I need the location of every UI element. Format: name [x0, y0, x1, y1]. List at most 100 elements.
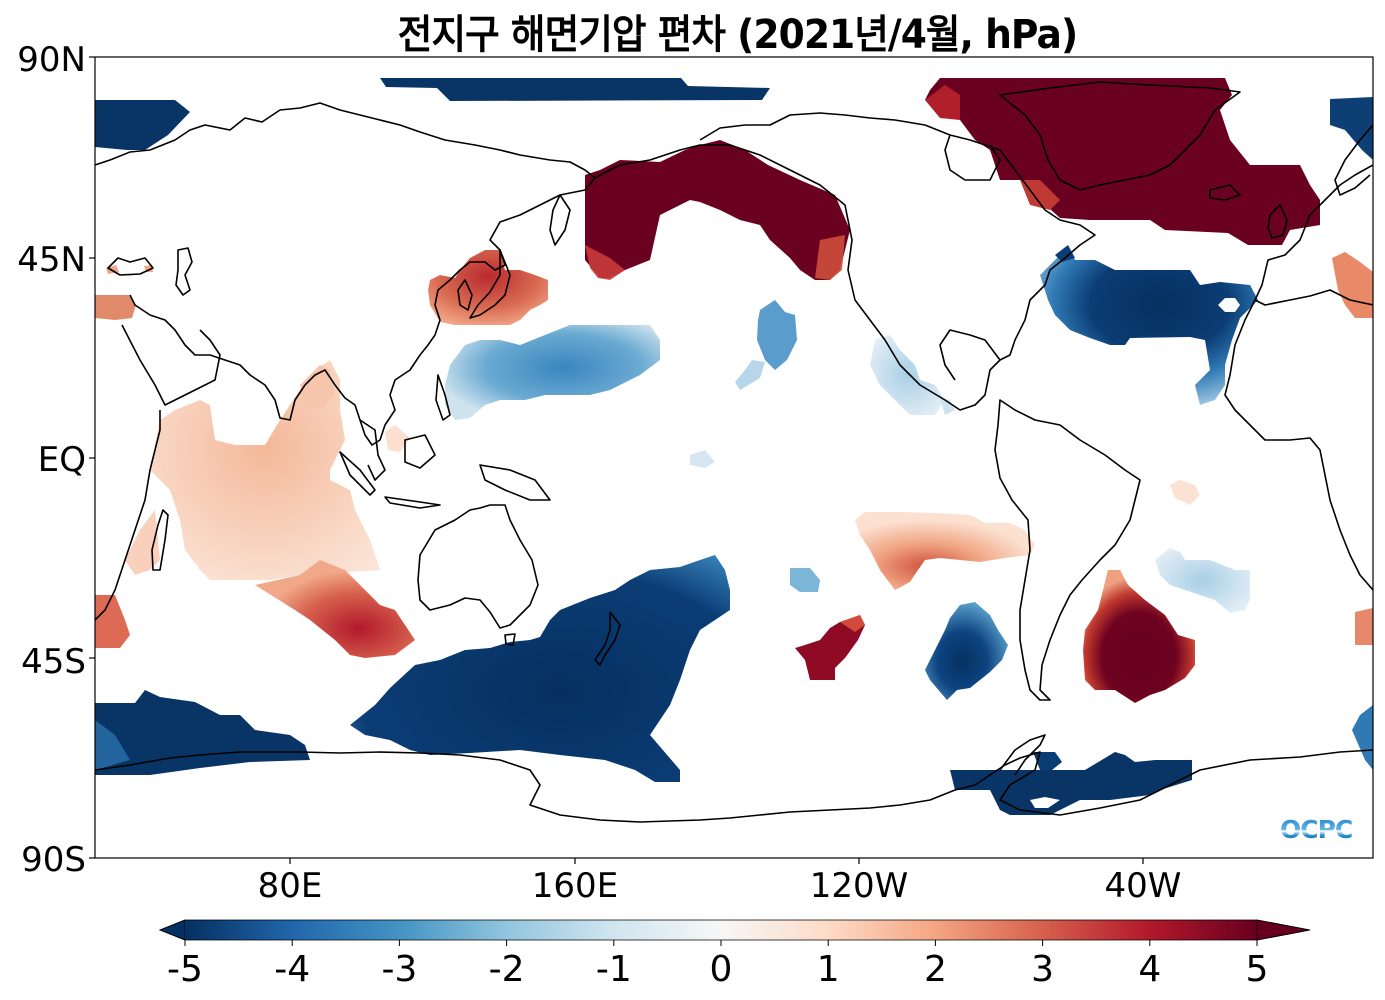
x-tick-label-40w: 40W — [1104, 866, 1182, 906]
coastline-hudson-bay — [944, 134, 1001, 181]
anomaly-sw-indian-edge — [95, 595, 130, 648]
anomaly-nw-pacific — [445, 325, 660, 420]
anomaly-south-pacific-small-neg — [790, 568, 820, 592]
anomaly-canary-hole — [1218, 298, 1240, 312]
colorbar-tick-label: -3 — [381, 949, 418, 990]
colorbar-tick-label: -5 — [167, 949, 203, 990]
y-ticks — [89, 56, 95, 859]
anomaly-azores — [1040, 250, 1258, 405]
coastline-europe — [1254, 164, 1373, 306]
colorbar — [158, 919, 1311, 946]
coastline-caspian — [175, 247, 193, 296]
anomaly-weddell-north — [1033, 752, 1062, 770]
colorbar-tick-label: -4 — [274, 949, 311, 990]
coastline-scandinavia — [1334, 124, 1373, 196]
anomaly-s-africa-edge-neg — [1352, 705, 1373, 770]
coastlines — [95, 81, 1373, 823]
anomaly-alaska-edge — [585, 245, 625, 280]
x-tick-label-120w: 120W — [809, 866, 909, 906]
colorbar-extend-min — [158, 919, 186, 941]
colorbar-tick-label: 4 — [1138, 949, 1162, 990]
anomaly-argentine-basin — [1083, 570, 1195, 703]
colorbar-tick-label: 2 — [923, 949, 947, 990]
coastline-gulf-of-mexico — [939, 329, 1001, 381]
x-tick-label-80e: 80E — [257, 866, 323, 906]
colorbar-tick-label: 3 — [1031, 949, 1055, 990]
anomaly-central-pacific-small — [690, 450, 715, 468]
anomaly-mexico-pacific — [870, 335, 945, 415]
anomaly-south-pacific-midlat-edge — [840, 615, 865, 632]
x-tick-label-160e: 160E — [531, 866, 619, 906]
anomaly-southern-ocean-indian-edge — [95, 720, 130, 770]
anomaly-canada-edge — [815, 235, 845, 280]
colorbar-ticks — [184, 940, 1258, 946]
anomaly-central-america — [940, 398, 955, 415]
ocpc-logo-text: OCPC — [1280, 815, 1352, 844]
anomaly-barents-right — [1330, 97, 1373, 160]
colorbar-tick-label: -1 — [595, 949, 632, 990]
anomaly-bay-of-bengal — [300, 365, 335, 410]
coastline-eurasia — [95, 102, 596, 446]
anomaly-arctic-siberia — [380, 78, 770, 101]
coastline-antarctica — [95, 749, 1373, 823]
y-tick-label-eq: EQ — [37, 440, 86, 480]
anomaly-turkey — [95, 295, 136, 320]
coastline-black-sea — [107, 257, 154, 276]
coastline-borneo — [404, 434, 436, 469]
coastline-japan — [469, 249, 511, 319]
coastline-greenland — [999, 81, 1241, 191]
anomaly-se-pacific — [925, 602, 1008, 700]
coastline-korea — [457, 279, 473, 311]
ocpc-logo: OCPC — [1280, 815, 1353, 844]
y-tick-label-45n: 45N — [17, 240, 86, 280]
anomaly-weddell — [950, 752, 1192, 815]
y-tick-label-45s: 45S — [21, 642, 86, 682]
coastline-africa-west — [1224, 299, 1373, 591]
coastline-madagascar — [151, 509, 169, 571]
coastline-new-guinea — [479, 464, 551, 501]
coastline-sumatra — [339, 451, 376, 496]
coastline-philippines — [435, 374, 451, 421]
anomaly-italy-balkans — [1332, 252, 1373, 318]
coastline-new-zealand — [594, 611, 621, 666]
coastline-north-america — [594, 112, 1096, 411]
x-ticks — [289, 858, 1144, 864]
anomaly-south-china-sea — [385, 425, 410, 452]
anomaly-japan-korea — [428, 250, 548, 325]
y-tick-label-90n: 90N — [17, 40, 86, 80]
colorbar-tick-label: 5 — [1245, 949, 1269, 990]
anomaly-ne-pacific-small — [757, 300, 797, 370]
anomaly-caribbean-light — [905, 367, 915, 372]
coastline-arabia — [121, 324, 221, 406]
coastline-antarctic-peninsula — [999, 734, 1046, 776]
coastline-indochina — [359, 419, 386, 481]
anomaly-layer — [95, 78, 1373, 815]
anomaly-south-atlantic-sub — [1155, 548, 1250, 613]
anomaly-weddell-hole — [1030, 797, 1060, 808]
colorbar-extend-max — [1256, 919, 1311, 941]
coastline-kamchatka — [549, 194, 571, 246]
anomaly-madagascar-channel — [125, 510, 160, 575]
y-tick-label-90s: 90S — [21, 840, 86, 880]
anomaly-sw-africa-edge — [1355, 608, 1373, 645]
colorbar-tick-label: -2 — [488, 949, 525, 990]
anomaly-ne-pacific-tail — [735, 360, 765, 390]
anomaly-indian-ocean — [150, 360, 380, 580]
anomaly-tasman — [350, 555, 730, 782]
colorbar-gradient — [185, 920, 1257, 940]
anomaly-canada-arctic-edge — [925, 85, 960, 120]
coastline-java — [384, 496, 441, 509]
anomaly-south-pacific-midlat — [795, 615, 865, 680]
anomaly-gulf-of-maine — [1055, 245, 1075, 262]
coastline-africa-east — [95, 410, 161, 621]
coastline-iceland — [1209, 184, 1241, 201]
chart-title: 전지구 해면기압 편차 (2021년/4월, hPa) — [397, 12, 1078, 58]
coastline-south-america — [994, 399, 1141, 701]
anomaly-south-indian — [255, 560, 415, 658]
anomaly-baffin-edge — [1020, 180, 1060, 210]
anomaly-greenland-atlantic — [925, 78, 1320, 245]
anomaly-brazil-small-pos — [1170, 480, 1200, 505]
colorbar-tick-label: 1 — [816, 949, 840, 990]
anomaly-south-pacific-sub — [855, 512, 1035, 590]
